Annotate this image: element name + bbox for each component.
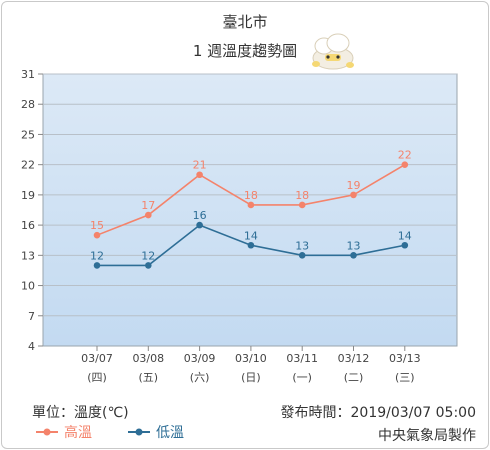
- y-tick-label: 25: [21, 128, 35, 141]
- data-point-low: [247, 241, 255, 249]
- data-label-high: 19: [347, 179, 361, 192]
- data-point-low: [350, 252, 357, 259]
- data-label-high: 17: [141, 199, 155, 212]
- x-tick-label: 03/07: [81, 352, 113, 365]
- data-point-high: [350, 191, 357, 199]
- x-weekday-label: (日): [241, 371, 261, 384]
- x-tick-label: 03/11: [286, 352, 318, 365]
- unit-label: 單位：溫度(℃): [32, 405, 129, 421]
- data-label-high: 22: [398, 149, 412, 162]
- x-weekday-label: (一): [292, 371, 312, 384]
- data-point-high: [298, 201, 306, 209]
- legend-label-low: 低溫: [156, 425, 184, 441]
- data-point-high: [145, 211, 152, 219]
- x-tick-label: 03/09: [184, 352, 216, 365]
- x-weekday-label: (四): [87, 371, 107, 384]
- data-point-high: [196, 171, 203, 179]
- agency-credit: 中央氣象局製作: [378, 428, 476, 444]
- y-tick-label: 4: [28, 340, 35, 353]
- data-point-high: [93, 231, 101, 239]
- data-label-low: 14: [244, 229, 258, 242]
- data-label-high: 18: [244, 189, 258, 202]
- y-tick-label: 16: [21, 219, 35, 232]
- station-title: 臺北市: [222, 13, 268, 31]
- data-point-high: [247, 201, 255, 209]
- x-tick-label: 03/08: [132, 352, 164, 365]
- y-tick-label: 7: [28, 310, 35, 323]
- data-label-low: 14: [398, 229, 412, 242]
- data-label-low: 12: [90, 249, 104, 262]
- plot-area: [42, 73, 458, 347]
- y-tick-label: 31: [21, 68, 35, 81]
- data-label-high: 21: [193, 159, 207, 172]
- cloud-mascot-icon: [312, 33, 354, 70]
- data-point-high: [401, 161, 409, 168]
- data-label-low: 13: [347, 239, 361, 252]
- data-label-low: 12: [141, 249, 155, 262]
- x-weekday-label: (三): [395, 371, 415, 384]
- data-point-low: [145, 262, 152, 269]
- y-tick-label: 13: [21, 249, 35, 262]
- data-label-low: 13: [295, 239, 309, 252]
- legend-high-marker: [36, 428, 58, 436]
- legend-item-low[interactable]: 低溫: [126, 422, 184, 442]
- data-label-low: 16: [193, 209, 207, 222]
- x-tick-label: 03/13: [389, 352, 421, 365]
- y-tick-label: 22: [21, 159, 35, 172]
- y-tick-label: 19: [21, 189, 35, 202]
- x-tick-label: 03/10: [235, 352, 267, 365]
- data-point-low: [93, 262, 101, 269]
- issued-time: 發布時間：2019/03/07 05:00: [280, 405, 477, 421]
- chart-subtitle: 1 週溫度趨勢圖: [192, 42, 298, 60]
- data-point-low: [196, 221, 203, 229]
- x-weekday-label: (二): [344, 371, 364, 384]
- x-weekday-label: (六): [190, 371, 210, 384]
- data-label-high: 15: [90, 219, 104, 232]
- legend-label-high: 高溫: [64, 425, 92, 441]
- data-label-high: 18: [295, 189, 309, 202]
- y-tick-label: 10: [21, 280, 35, 293]
- data-point-low: [298, 252, 306, 259]
- data-point-low: [401, 241, 409, 249]
- x-weekday-label: (五): [139, 371, 159, 384]
- y-tick-label: 28: [21, 98, 35, 111]
- legend-low-marker: [128, 428, 150, 436]
- x-tick-label: 03/12: [338, 352, 370, 365]
- legend-item-high[interactable]: 高溫: [34, 422, 92, 442]
